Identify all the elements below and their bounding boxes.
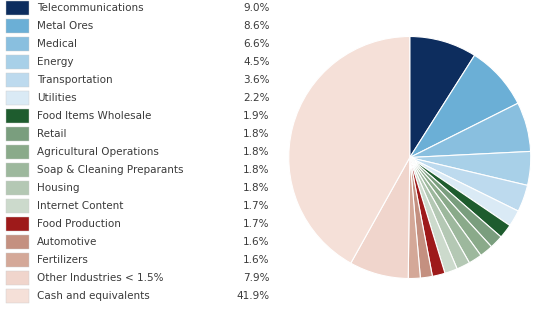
FancyBboxPatch shape <box>6 37 29 51</box>
Wedge shape <box>351 158 410 278</box>
Text: 2.2%: 2.2% <box>243 93 270 103</box>
Text: 1.7%: 1.7% <box>243 219 270 229</box>
Text: Housing: Housing <box>37 183 80 193</box>
FancyBboxPatch shape <box>6 1 29 14</box>
FancyBboxPatch shape <box>6 181 29 195</box>
Wedge shape <box>410 37 475 158</box>
Text: 4.5%: 4.5% <box>243 57 270 67</box>
Text: Metal Ores: Metal Ores <box>37 21 94 31</box>
Text: Energy: Energy <box>37 57 74 67</box>
Text: Internet Content: Internet Content <box>37 201 124 211</box>
Text: 1.8%: 1.8% <box>243 165 270 175</box>
Wedge shape <box>410 158 501 247</box>
Text: Medical: Medical <box>37 39 77 49</box>
Wedge shape <box>410 158 432 278</box>
FancyBboxPatch shape <box>6 271 29 285</box>
FancyBboxPatch shape <box>6 235 29 249</box>
Wedge shape <box>410 55 518 158</box>
FancyBboxPatch shape <box>6 199 29 213</box>
Text: 1.8%: 1.8% <box>243 129 270 139</box>
FancyBboxPatch shape <box>6 91 29 105</box>
Text: Food Items Wholesale: Food Items Wholesale <box>37 111 151 121</box>
Text: Automotive: Automotive <box>37 237 97 247</box>
Text: 8.6%: 8.6% <box>243 21 270 31</box>
FancyBboxPatch shape <box>6 253 29 266</box>
Text: Utilities: Utilities <box>37 93 77 103</box>
Text: Soap & Cleaning Preparants: Soap & Cleaning Preparants <box>37 165 184 175</box>
Text: Transportation: Transportation <box>37 75 113 85</box>
Wedge shape <box>410 103 531 158</box>
FancyBboxPatch shape <box>6 217 29 231</box>
Wedge shape <box>408 158 420 278</box>
Text: 3.6%: 3.6% <box>243 75 270 85</box>
Text: 6.6%: 6.6% <box>243 39 270 49</box>
Wedge shape <box>410 158 457 273</box>
Text: Cash and equivalents: Cash and equivalents <box>37 291 150 301</box>
Text: Food Production: Food Production <box>37 219 121 229</box>
Text: Telecommunications: Telecommunications <box>37 3 144 13</box>
Text: 1.6%: 1.6% <box>243 255 270 265</box>
Text: Other Industries < 1.5%: Other Industries < 1.5% <box>37 273 164 283</box>
Wedge shape <box>410 158 518 226</box>
Wedge shape <box>410 158 481 263</box>
Text: 1.7%: 1.7% <box>243 201 270 211</box>
FancyBboxPatch shape <box>6 127 29 140</box>
Text: 41.9%: 41.9% <box>236 291 270 301</box>
Text: 7.9%: 7.9% <box>243 273 270 283</box>
FancyBboxPatch shape <box>6 289 29 303</box>
Text: 1.8%: 1.8% <box>243 183 270 193</box>
Text: 1.9%: 1.9% <box>243 111 270 121</box>
Wedge shape <box>410 158 510 237</box>
FancyBboxPatch shape <box>6 109 29 123</box>
Text: 9.0%: 9.0% <box>243 3 270 13</box>
Text: Fertilizers: Fertilizers <box>37 255 88 265</box>
FancyBboxPatch shape <box>6 163 29 177</box>
Wedge shape <box>410 158 492 255</box>
Wedge shape <box>410 158 527 211</box>
FancyBboxPatch shape <box>6 73 29 87</box>
FancyBboxPatch shape <box>6 55 29 69</box>
Text: 1.8%: 1.8% <box>243 147 270 157</box>
FancyBboxPatch shape <box>6 19 29 33</box>
FancyBboxPatch shape <box>6 145 29 159</box>
Wedge shape <box>289 37 410 263</box>
Wedge shape <box>410 158 469 269</box>
Text: Retail: Retail <box>37 129 67 139</box>
Text: Agricultural Operations: Agricultural Operations <box>37 147 159 157</box>
Wedge shape <box>410 152 531 185</box>
Wedge shape <box>410 158 445 276</box>
Text: 1.6%: 1.6% <box>243 237 270 247</box>
